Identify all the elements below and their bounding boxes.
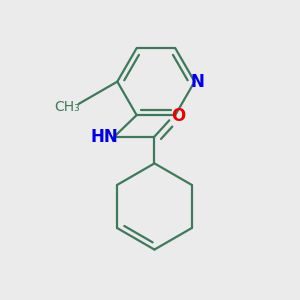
Text: O: O bbox=[171, 107, 185, 125]
Text: CH₃: CH₃ bbox=[54, 100, 80, 114]
Text: HN: HN bbox=[91, 128, 119, 146]
Text: N: N bbox=[190, 73, 205, 91]
